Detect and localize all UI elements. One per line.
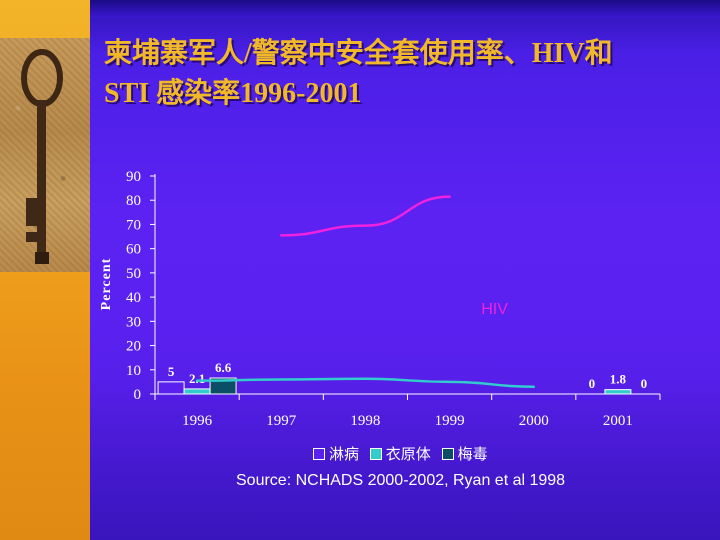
legend-label-syphilis: 梅毒 bbox=[457, 445, 488, 463]
bar-data-label: 1.8 bbox=[610, 372, 627, 387]
bar-data-label: 0 bbox=[641, 376, 648, 391]
legend-item-chlamydia: 衣原体 bbox=[369, 443, 431, 464]
y-tick-label: 20 bbox=[126, 339, 141, 355]
legend-swatch-gonorrhea bbox=[313, 447, 325, 460]
antique-key-photo bbox=[0, 38, 90, 272]
bar bbox=[209, 377, 237, 395]
series-line bbox=[195, 377, 535, 388]
hiv-annotation: HIV bbox=[481, 301, 508, 318]
slide-bottom-shade bbox=[90, 330, 720, 540]
y-tick-label: 0 bbox=[134, 387, 142, 403]
y-tick-label: 70 bbox=[126, 217, 141, 233]
x-tick-label: 1997 bbox=[266, 413, 297, 429]
y-axis-label: Percent bbox=[99, 258, 114, 311]
chart-legend: 淋病 衣原体 梅毒 bbox=[313, 443, 494, 464]
legend-label-gonorrhea: 淋病 bbox=[329, 445, 360, 463]
y-tick-label: 10 bbox=[126, 363, 141, 379]
source-citation: Source: NCHADS 2000-2002, Ryan et al 199… bbox=[236, 472, 566, 489]
bar bbox=[604, 389, 632, 395]
slide-background bbox=[90, 0, 720, 540]
legend-swatch-chlamydia bbox=[369, 447, 382, 460]
y-tick-label: 80 bbox=[126, 193, 141, 209]
slide-title-line-2: STI 感染率1996-2001 bbox=[104, 78, 362, 109]
y-tick-label: 60 bbox=[126, 242, 141, 258]
bar-data-label: 6.6 bbox=[215, 360, 232, 375]
x-tick-label: 2000 bbox=[519, 413, 549, 429]
legend-item-syphilis: 梅毒 bbox=[441, 443, 488, 464]
x-tick-label: 1998 bbox=[350, 413, 380, 429]
slide-title-line-1: 柬埔寨军人/警察中安全套使用率、HIV和 bbox=[104, 38, 613, 69]
legend-label-chlamydia: 衣原体 bbox=[385, 445, 431, 463]
bar-data-label: 2.1 bbox=[189, 371, 205, 386]
legend-swatch-syphilis bbox=[441, 447, 454, 460]
x-tick-label: 1999 bbox=[435, 413, 465, 429]
series-line bbox=[280, 195, 451, 237]
bar bbox=[183, 388, 211, 395]
slide-title: 柬埔寨军人/警察中安全套使用率、HIV和 STI 感染率1996-2001 bbox=[104, 34, 704, 114]
bar-data-label: 5 bbox=[168, 364, 175, 379]
y-tick-label: 90 bbox=[126, 169, 141, 185]
y-tick-label: 40 bbox=[126, 290, 141, 306]
legend-item-gonorrhea: 淋病 bbox=[313, 443, 359, 464]
x-tick-label: 1996 bbox=[182, 413, 213, 429]
bar bbox=[157, 381, 185, 395]
x-tick-label: 2001 bbox=[603, 413, 633, 429]
key-icon bbox=[21, 49, 63, 264]
y-tick-label: 30 bbox=[126, 314, 141, 330]
bar-data-label: 0 bbox=[589, 376, 596, 391]
y-tick-label: 50 bbox=[126, 266, 141, 282]
